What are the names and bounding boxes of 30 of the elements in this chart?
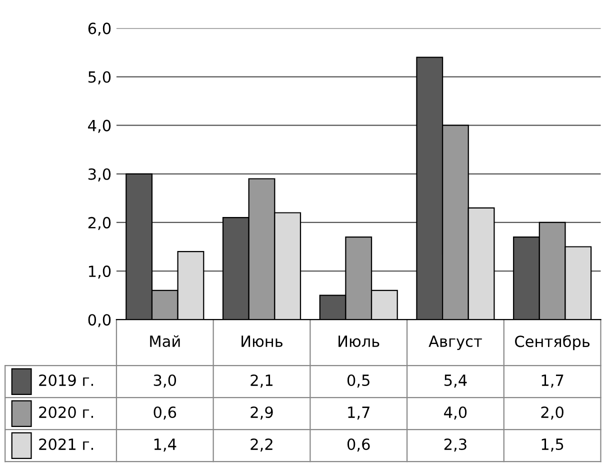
x-tick-label: Май [150, 335, 180, 348]
data-label: 1,7 [542, 374, 564, 388]
data-label: 0,6 [154, 406, 176, 420]
data-label: 1,4 [154, 438, 176, 452]
x-tick-label: Июнь [242, 336, 282, 348]
x-tick-label: Сентябрь [515, 335, 590, 350]
data-label: 3,0 [154, 374, 176, 388]
y-tick-label: 1,0 [88, 266, 111, 279]
y-tick-label: 6,0 [88, 22, 111, 36]
data-label: 2,9 [250, 406, 273, 420]
x-tick-label: Июль [338, 336, 380, 348]
data-label: 0,5 [347, 374, 370, 388]
y-tick-label: 5,0 [88, 71, 111, 84]
data-label: 5,4 [444, 374, 467, 388]
data-label: 2,0 [541, 406, 564, 420]
y-tick-label: 2,0 [88, 216, 111, 230]
data-label: 1,7 [348, 406, 370, 420]
legend-label: 2020 г. [39, 406, 93, 418]
y-tick-label: 4,0 [88, 120, 111, 133]
y-tick-label: 3,0 [88, 168, 111, 182]
data-label: 4,0 [444, 406, 467, 420]
data-label: 1,5 [542, 438, 564, 452]
legend-label: 2019 г. [39, 374, 93, 386]
y-tick-label: 0,0 [88, 314, 111, 328]
data-label: 2,1 [250, 374, 272, 388]
data-label: 0,6 [347, 438, 370, 452]
data-label: 2,2 [250, 438, 272, 452]
legend-label: 2021 г. [39, 438, 93, 450]
data-label: 2,3 [444, 438, 466, 452]
x-tick-label: Август [428, 336, 482, 350]
